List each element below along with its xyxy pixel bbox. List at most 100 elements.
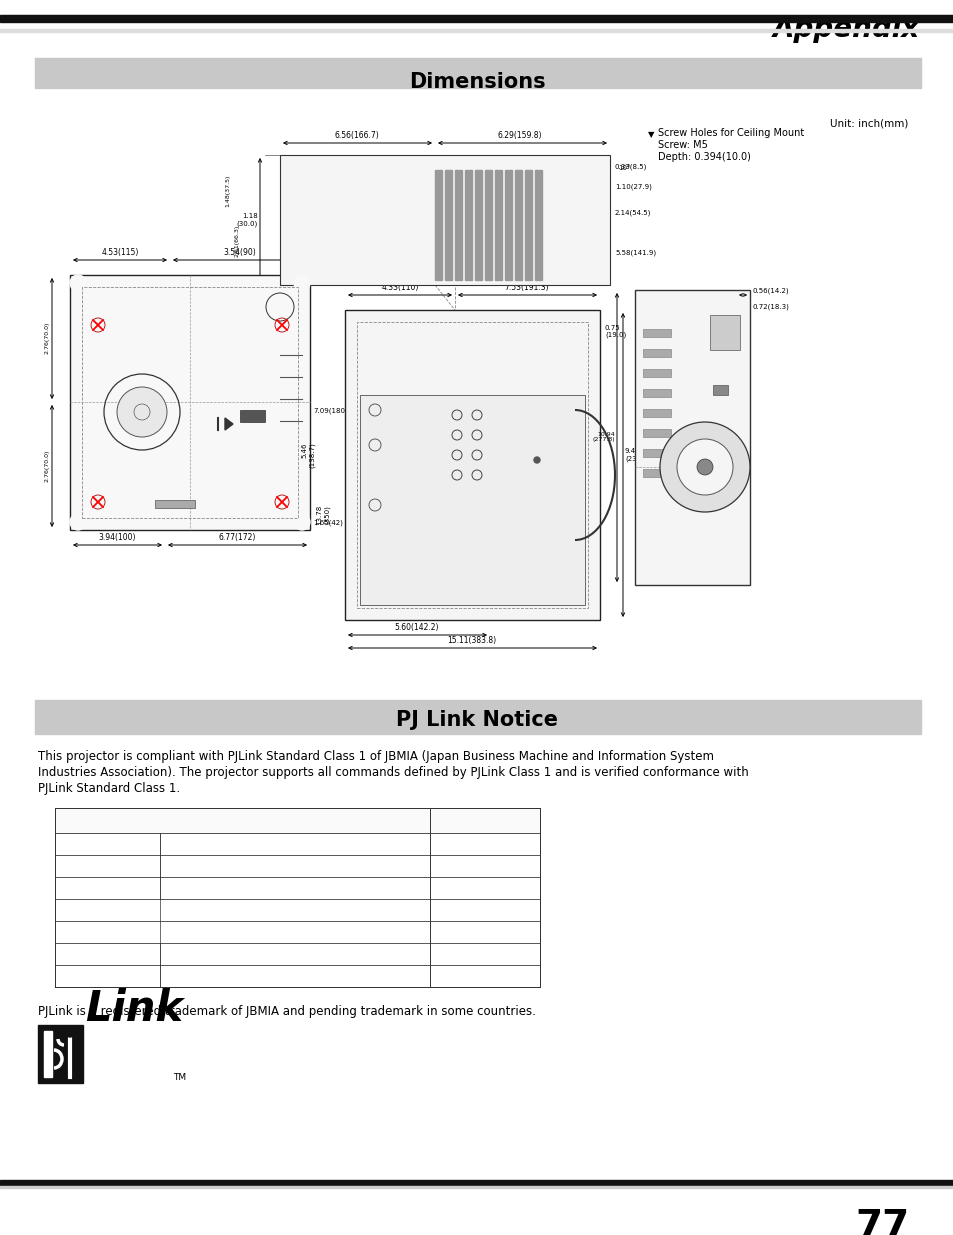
Text: 3.54(90): 3.54(90) [223, 248, 256, 257]
Text: Video: Video [164, 948, 196, 961]
Text: Projector Input: Projector Input [59, 813, 146, 826]
Text: PJLink Input: PJLink Input [434, 813, 502, 826]
Bar [524, 170, 532, 280]
Bar [712, 385, 727, 395]
Text: 1.48(37.5): 1.48(37.5) [225, 175, 230, 207]
Bar [55, 855, 539, 877]
Text: Appendix: Appendix [772, 15, 919, 43]
Bar [0, 28, 953, 32]
Text: 4.53(115): 4.53(115) [101, 248, 138, 257]
Text: 10°: 10° [618, 165, 630, 170]
Bar [455, 170, 461, 280]
Bar [82, 287, 297, 517]
Bar [642, 350, 670, 357]
Bar [240, 410, 265, 422]
Text: 1.10(27.9): 1.10(27.9) [615, 183, 651, 189]
Text: 6.56(166.7): 6.56(166.7) [335, 131, 379, 140]
Bar [35, 700, 920, 734]
Text: ▼: ▼ [647, 130, 654, 140]
Bar [55, 832, 539, 855]
Bar [642, 429, 670, 437]
Bar [55, 921, 539, 944]
Text: 4.33(110): 4.33(110) [381, 283, 418, 291]
Bar [475, 170, 481, 280]
Text: 2.61(66.3): 2.61(66.3) [234, 225, 240, 257]
Bar [154, 500, 194, 508]
Bar [0, 15, 953, 22]
Text: VIDEO 3: VIDEO 3 [434, 969, 482, 983]
Text: 0.72(18.3): 0.72(18.3) [752, 304, 789, 310]
Text: 6.29(159.8): 6.29(159.8) [497, 131, 541, 140]
Text: 5.46
(138.7): 5.46 (138.7) [301, 442, 314, 468]
Text: 10.94
(277.8): 10.94 (277.8) [592, 431, 615, 442]
Text: Industries Association). The projector supports all commands defined by PJLink C: Industries Association). The projector s… [38, 766, 748, 779]
Text: 22: 22 [520, 948, 536, 961]
Bar [38, 1025, 83, 1083]
Circle shape [70, 514, 86, 530]
Bar [464, 170, 472, 280]
Text: 1.18
(30.0): 1.18 (30.0) [236, 214, 257, 227]
Bar [0, 1186, 953, 1188]
Text: RGB: RGB [164, 839, 190, 851]
Text: 5.58(141.9): 5.58(141.9) [615, 249, 656, 257]
Text: 0.56(14.2): 0.56(14.2) [752, 288, 789, 294]
Text: 6.77(172): 6.77(172) [218, 534, 255, 542]
Bar [356, 322, 587, 608]
Text: Video: Video [59, 948, 91, 961]
Text: 2.76(70.0): 2.76(70.0) [45, 322, 50, 354]
Text: 9.41
(239.7): 9.41 (239.7) [624, 448, 650, 462]
Bar [642, 409, 670, 417]
Text: 1.65(42): 1.65(42) [313, 520, 342, 526]
Text: Link: Link [85, 988, 183, 1030]
Polygon shape [225, 417, 233, 430]
Bar [635, 290, 749, 585]
Text: PJLink is a registered trademark of JBMIA and pending trademark in some countrie: PJLink is a registered trademark of JBMI… [38, 1005, 536, 1018]
Text: Dimensions: Dimensions [408, 72, 545, 91]
Circle shape [117, 387, 167, 437]
Text: RGB 1: RGB 1 [434, 839, 470, 851]
Bar [504, 170, 512, 280]
Bar [55, 808, 539, 832]
Text: DIGITAL 1: DIGITAL 1 [434, 926, 491, 939]
Bar [642, 450, 670, 457]
Bar [444, 170, 452, 280]
Bar [70, 275, 310, 530]
Text: This projector is compliant with PJLink Standard Class 1 of JBMIA (Japan Busines: This projector is compliant with PJLink … [38, 750, 713, 763]
Text: Computer 1: Computer 1 [59, 839, 129, 851]
Bar [0, 1179, 953, 1186]
Circle shape [534, 457, 539, 463]
Bar [435, 170, 441, 280]
Text: Computer 2: Computer 2 [59, 904, 129, 918]
Text: 23: 23 [520, 969, 536, 983]
Bar [55, 944, 539, 965]
Text: 13: 13 [520, 882, 536, 895]
Bar [642, 369, 670, 377]
Bar [0, 15, 953, 19]
Text: 5.60(142.2): 5.60(142.2) [395, 622, 438, 632]
Text: 0.75
(19.0): 0.75 (19.0) [604, 325, 625, 338]
Bar [515, 170, 521, 280]
Circle shape [294, 275, 310, 291]
Text: TM: TM [172, 1073, 186, 1082]
Text: RGB (Scart): RGB (Scart) [164, 882, 233, 895]
Circle shape [659, 422, 749, 513]
Bar [642, 329, 670, 337]
Text: Parameter: Parameter [474, 813, 536, 826]
Text: Screw Holes for Ceiling Mount: Screw Holes for Ceiling Mount [658, 128, 803, 138]
Circle shape [677, 438, 732, 495]
Text: 3.94(100): 3.94(100) [98, 534, 135, 542]
Bar [280, 156, 609, 285]
Text: 2.76(70.0): 2.76(70.0) [45, 450, 50, 482]
Text: Depth: 0.394(10.0): Depth: 0.394(10.0) [658, 152, 750, 162]
Text: 0.33(8.5): 0.33(8.5) [615, 163, 647, 169]
Text: 7.09(180): 7.09(180) [313, 408, 348, 414]
Bar [55, 965, 539, 987]
Text: 77: 77 [855, 1208, 909, 1235]
Text: 12: 12 [520, 860, 536, 873]
Text: 13.78
(350): 13.78 (350) [316, 505, 330, 525]
Bar [535, 170, 541, 280]
Text: S-video: S-video [164, 969, 208, 983]
Text: 2.14(54.5): 2.14(54.5) [615, 210, 651, 216]
Bar [642, 389, 670, 396]
Circle shape [70, 275, 86, 291]
